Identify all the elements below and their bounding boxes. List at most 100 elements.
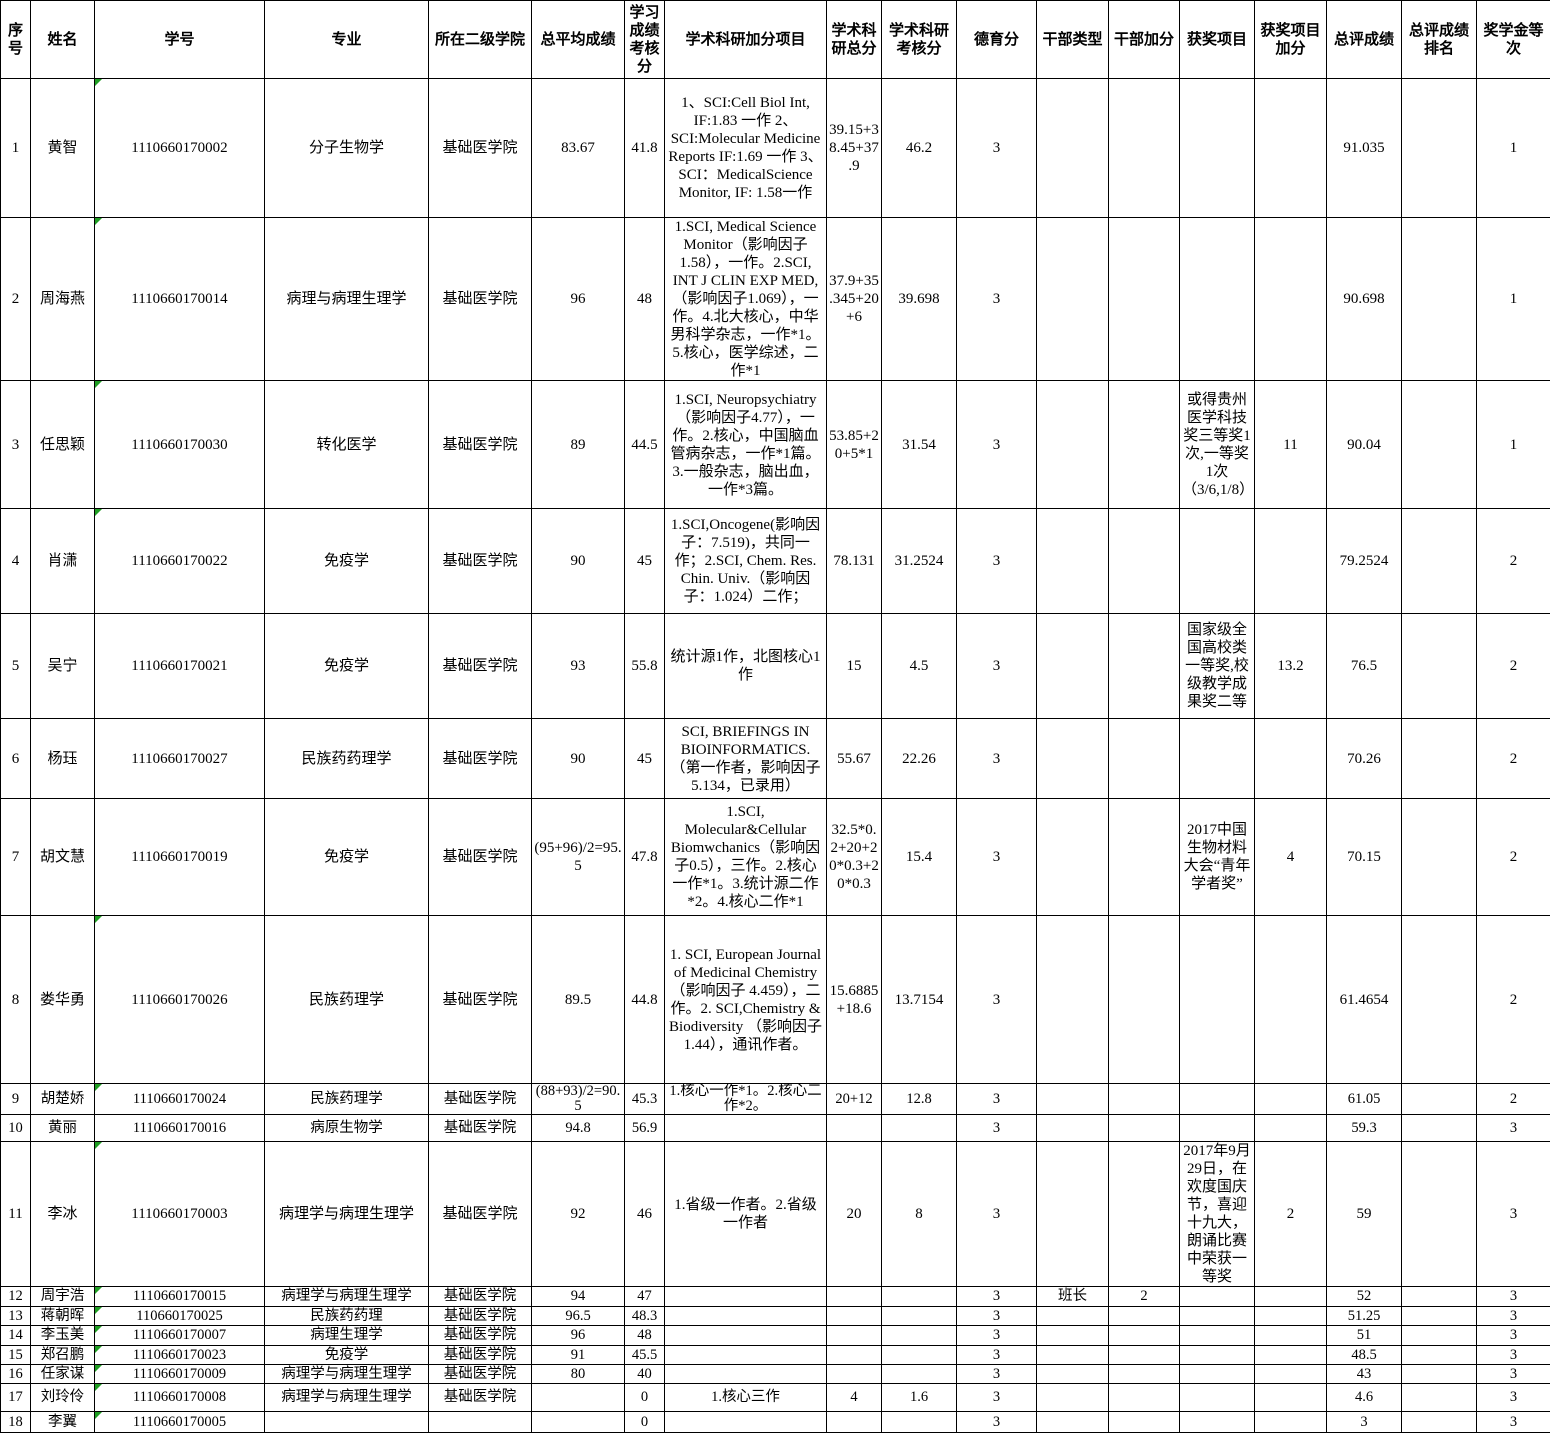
- cell[interactable]: 2: [1477, 1084, 1550, 1115]
- cell[interactable]: [882, 1326, 957, 1346]
- cell[interactable]: 47.8: [625, 799, 665, 916]
- cell[interactable]: 病理学与病理生理学: [265, 1384, 429, 1412]
- cell[interactable]: [827, 1287, 882, 1307]
- cell[interactable]: [1402, 509, 1477, 614]
- cell[interactable]: 3: [957, 1412, 1037, 1433]
- column-header[interactable]: 序号: [1, 1, 31, 79]
- cell[interactable]: [1402, 218, 1477, 381]
- cell[interactable]: 国家级全国高校类一等奖,校级教学成果奖二等: [1180, 614, 1255, 719]
- cell[interactable]: [265, 1412, 429, 1433]
- cell[interactable]: [1402, 1346, 1477, 1365]
- cell[interactable]: 4: [1, 509, 31, 614]
- cell[interactable]: [1037, 799, 1109, 916]
- cell[interactable]: 39.15+38.45+37.9: [827, 79, 882, 218]
- cell[interactable]: 1110660170016: [95, 1115, 265, 1142]
- cell[interactable]: 0: [625, 1384, 665, 1412]
- cell[interactable]: 免疫学: [265, 509, 429, 614]
- cell[interactable]: 3: [957, 79, 1037, 218]
- cell[interactable]: 1: [1477, 218, 1550, 381]
- cell[interactable]: 40: [625, 1365, 665, 1384]
- cell[interactable]: [665, 1412, 827, 1433]
- cell[interactable]: [1109, 1142, 1180, 1287]
- cell[interactable]: 1110660170030: [95, 381, 265, 509]
- cell[interactable]: [1180, 79, 1255, 218]
- cell[interactable]: [1109, 1365, 1180, 1384]
- cell[interactable]: [1402, 799, 1477, 916]
- cell[interactable]: 41.8: [625, 79, 665, 218]
- cell[interactable]: 病理与病理生理学: [265, 218, 429, 381]
- cell[interactable]: [1180, 1384, 1255, 1412]
- cell[interactable]: 110660170025: [95, 1307, 265, 1326]
- cell[interactable]: [1180, 218, 1255, 381]
- cell[interactable]: 郑召鹏: [31, 1346, 95, 1365]
- cell[interactable]: 46.2: [882, 79, 957, 218]
- cell[interactable]: 2: [1477, 799, 1550, 916]
- cell[interactable]: [1180, 1326, 1255, 1346]
- cell[interactable]: 89: [532, 381, 625, 509]
- cell[interactable]: 1、SCI:Cell Biol Int, IF:1.83 一作 2、SCI:Mo…: [665, 79, 827, 218]
- cell[interactable]: 基础医学院: [429, 1326, 532, 1346]
- cell[interactable]: 3: [957, 614, 1037, 719]
- cell[interactable]: 民族药药理学: [265, 719, 429, 799]
- column-header[interactable]: 学习成绩考核分: [625, 1, 665, 79]
- cell[interactable]: 1.SCI, Medical Science Monitor（影响因子1.58）…: [665, 218, 827, 381]
- cell[interactable]: [429, 1412, 532, 1433]
- cell[interactable]: 90.698: [1327, 218, 1402, 381]
- cell[interactable]: 43: [1327, 1365, 1402, 1384]
- cell[interactable]: 51.25: [1327, 1307, 1402, 1326]
- cell[interactable]: [827, 1412, 882, 1433]
- cell[interactable]: 周海燕: [31, 218, 95, 381]
- cell[interactable]: 55.8: [625, 614, 665, 719]
- cell[interactable]: 15.4: [882, 799, 957, 916]
- cell[interactable]: 1110660170003: [95, 1142, 265, 1287]
- cell[interactable]: [1109, 614, 1180, 719]
- cell[interactable]: 基础医学院: [429, 218, 532, 381]
- cell[interactable]: 3: [957, 1307, 1037, 1326]
- cell[interactable]: 52: [1327, 1287, 1402, 1307]
- cell[interactable]: 1110660170026: [95, 916, 265, 1084]
- cell[interactable]: 胡楚娇: [31, 1084, 95, 1115]
- cell[interactable]: 2: [1, 218, 31, 381]
- cell[interactable]: 娄华勇: [31, 916, 95, 1084]
- cell[interactable]: 55.67: [827, 719, 882, 799]
- cell[interactable]: 8: [1, 916, 31, 1084]
- cell[interactable]: 83.67: [532, 79, 625, 218]
- cell[interactable]: [1180, 1346, 1255, 1365]
- cell[interactable]: [1402, 1287, 1477, 1307]
- cell[interactable]: 48: [625, 218, 665, 381]
- cell[interactable]: [1255, 1412, 1327, 1433]
- cell[interactable]: [665, 1365, 827, 1384]
- cell[interactable]: [827, 1365, 882, 1384]
- column-header[interactable]: 学术科研考核分: [882, 1, 957, 79]
- cell[interactable]: [1402, 1115, 1477, 1142]
- cell[interactable]: 56.9: [625, 1115, 665, 1142]
- cell[interactable]: 分子生物学: [265, 79, 429, 218]
- cell[interactable]: 45.5: [625, 1346, 665, 1365]
- cell[interactable]: 48.5: [1327, 1346, 1402, 1365]
- cell[interactable]: 1.SCI, Neuropsychiatry（影响因子4.77），一作。2.核心…: [665, 381, 827, 509]
- cell[interactable]: 89.5: [532, 916, 625, 1084]
- cell[interactable]: [1402, 916, 1477, 1084]
- cell[interactable]: 94.8: [532, 1115, 625, 1142]
- cell[interactable]: [1255, 916, 1327, 1084]
- cell[interactable]: 病原生物学: [265, 1115, 429, 1142]
- cell[interactable]: 46: [625, 1142, 665, 1287]
- cell[interactable]: 3: [1477, 1307, 1550, 1326]
- cell[interactable]: 96: [532, 218, 625, 381]
- cell[interactable]: [1037, 1365, 1109, 1384]
- cell[interactable]: [1180, 916, 1255, 1084]
- cell[interactable]: [1037, 614, 1109, 719]
- cell[interactable]: [1109, 1115, 1180, 1142]
- cell[interactable]: 16: [1, 1365, 31, 1384]
- cell[interactable]: [665, 1287, 827, 1307]
- cell[interactable]: [1037, 916, 1109, 1084]
- cell[interactable]: 44.8: [625, 916, 665, 1084]
- cell[interactable]: [827, 1115, 882, 1142]
- cell[interactable]: 1110660170007: [95, 1326, 265, 1346]
- cell[interactable]: 51: [1327, 1326, 1402, 1346]
- cell[interactable]: [1109, 79, 1180, 218]
- cell[interactable]: [827, 1346, 882, 1365]
- cell[interactable]: 7: [1, 799, 31, 916]
- cell[interactable]: 45: [625, 719, 665, 799]
- cell[interactable]: 3: [957, 1365, 1037, 1384]
